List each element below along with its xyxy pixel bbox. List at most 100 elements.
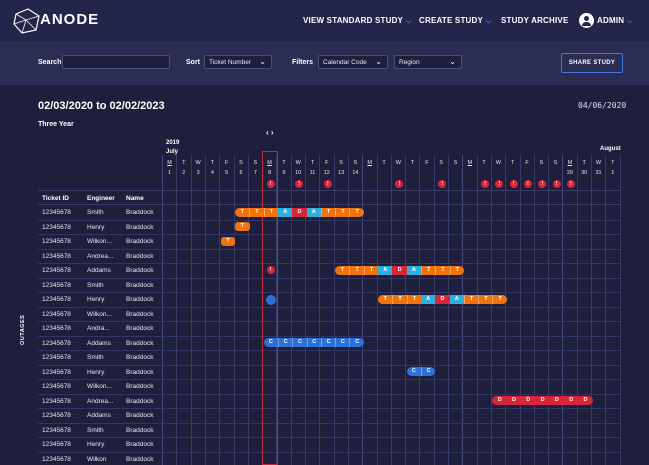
- nav-admin-menu[interactable]: ADMIN ⌵: [597, 16, 633, 26]
- timeline-segment[interactable]: T: [463, 294, 479, 304]
- cell-name: Braddock: [126, 441, 154, 448]
- timeline-segment[interactable]: D: [535, 396, 550, 405]
- timeline-segment[interactable]: C: [320, 338, 336, 347]
- alert-icon[interactable]: !: [323, 180, 332, 188]
- timeline-segment[interactable]: C: [335, 338, 350, 347]
- date-label[interactable]: 10: [295, 170, 302, 176]
- timeline-segment[interactable]: C: [406, 367, 422, 376]
- timeline-segment[interactable]: T: [392, 294, 407, 304]
- alert-icon[interactable]: !: [266, 180, 275, 188]
- timeline-segment[interactable]: T: [220, 236, 236, 246]
- timeline-segment[interactable]: D: [492, 396, 507, 405]
- table-row-divider: [38, 277, 620, 279]
- timeline-nav-arrows[interactable]: ‹ ›: [266, 128, 274, 137]
- timeline-segment[interactable]: T: [420, 265, 436, 275]
- cell-engineer: Addams: [87, 412, 111, 419]
- table-row-divider: [38, 321, 620, 322]
- timeline-segment[interactable]: T: [320, 207, 336, 217]
- date-label[interactable]: 9: [282, 170, 286, 176]
- timeline-segment[interactable]: T: [235, 207, 250, 217]
- grid-column: [176, 155, 178, 465]
- calendar-code-select[interactable]: Calendar Code ⌄: [318, 55, 388, 69]
- sort-value: Ticket Number: [209, 59, 252, 66]
- timeline-segment[interactable]: T: [435, 265, 450, 275]
- timeline-segment[interactable]: D: [521, 396, 536, 405]
- timeline-segment[interactable]: C: [292, 338, 307, 347]
- timeline-segment[interactable]: T: [349, 207, 364, 217]
- timeline-segment[interactable]: C: [306, 338, 322, 347]
- nav-study-archive[interactable]: STUDY ARCHIVE: [501, 16, 569, 25]
- sort-select[interactable]: Ticket Number ⌄: [204, 55, 272, 69]
- alert-icon[interactable]: !: [552, 180, 561, 188]
- grid-column: [476, 155, 478, 465]
- timeline-segment[interactable]: T: [406, 294, 422, 304]
- share-study-button[interactable]: SHARE STUDY: [561, 53, 623, 73]
- date-label[interactable]: 14: [352, 170, 359, 176]
- timeline-segment[interactable]: D: [563, 396, 579, 405]
- timeline-segment[interactable]: T: [235, 222, 250, 231]
- date-label[interactable]: 8: [268, 170, 272, 176]
- timeline-segment[interactable]: D: [292, 207, 307, 217]
- date-label[interactable]: 7: [253, 170, 257, 176]
- alert-icon[interactable]: !: [538, 180, 547, 188]
- alert-icon[interactable]: !: [524, 180, 532, 188]
- timeline-segment[interactable]: A: [406, 265, 422, 275]
- timeline-segment[interactable]: A: [378, 265, 393, 275]
- date-label[interactable]: 12: [323, 170, 330, 176]
- timeline-segment[interactable]: A: [306, 207, 322, 217]
- timeline-segment[interactable]: T: [263, 207, 279, 217]
- timeline-segment[interactable]: D: [549, 396, 565, 405]
- timeline-segment[interactable]: D: [506, 396, 522, 405]
- date-label[interactable]: 5: [225, 170, 229, 176]
- timeline-segment[interactable]: T: [249, 207, 264, 217]
- timeline-segment[interactable]: C: [277, 338, 293, 347]
- timeline-segment[interactable]: C: [349, 338, 364, 347]
- alert-icon[interactable]: !: [438, 180, 447, 188]
- timeline-segment[interactable]: T: [363, 265, 379, 275]
- nav-create-study[interactable]: CREATE STUDY ⌵: [419, 16, 492, 26]
- date-label[interactable]: 4: [210, 170, 214, 176]
- timeline-segment[interactable]: D: [435, 294, 450, 304]
- timeline-segment[interactable]: C: [263, 338, 279, 347]
- alert-icon[interactable]: !: [509, 180, 518, 188]
- timeline-segment[interactable]: T: [378, 294, 393, 304]
- date-label[interactable]: 6: [239, 170, 243, 176]
- alert-icon[interactable]: !: [295, 180, 304, 188]
- date-label[interactable]: 2: [182, 170, 186, 176]
- alert-icon[interactable]: !: [566, 180, 575, 188]
- date-label[interactable]: 13: [338, 170, 345, 176]
- nav-view-standard-study[interactable]: VIEW STANDARD STUDY ⌵: [303, 16, 412, 26]
- timeline-segment[interactable]: T: [449, 265, 465, 275]
- timeline-segment[interactable]: T: [349, 265, 364, 275]
- cell-name: Braddock: [126, 296, 154, 303]
- user-avatar-icon[interactable]: [579, 13, 594, 28]
- timeline-segment[interactable]: A: [420, 294, 436, 304]
- timeline-segment[interactable]: C: [420, 367, 436, 376]
- timeline-segment[interactable]: D: [578, 396, 593, 405]
- date-label[interactable]: 30: [581, 170, 588, 176]
- alert-icon[interactable]: !: [266, 266, 275, 274]
- grid-column: [333, 155, 335, 465]
- timeline-segment[interactable]: T: [478, 294, 493, 304]
- alert-icon[interactable]: !: [481, 180, 490, 188]
- alert-icon[interactable]: !: [495, 180, 504, 188]
- search-input[interactable]: [62, 55, 170, 69]
- status-dot[interactable]: [265, 294, 276, 305]
- timeline-segment[interactable]: A: [449, 294, 465, 304]
- date-label[interactable]: 1: [611, 170, 615, 176]
- alert-icon[interactable]: !: [395, 180, 404, 188]
- timeline-segment[interactable]: T: [335, 207, 350, 217]
- date-label[interactable]: 1: [167, 170, 172, 176]
- study-duration: Three Year: [38, 121, 74, 128]
- timeline-segment[interactable]: A: [277, 207, 293, 217]
- date-label[interactable]: 11: [309, 170, 316, 176]
- timeline-segment[interactable]: T: [335, 265, 350, 275]
- timeline-segment[interactable]: D: [392, 265, 407, 275]
- date-label[interactable]: 31: [595, 170, 602, 176]
- date-label[interactable]: 29: [566, 170, 573, 176]
- date-label[interactable]: 3: [196, 170, 200, 176]
- header-divider: [38, 204, 620, 205]
- region-select[interactable]: Region ⌄: [394, 55, 462, 69]
- timeline-segment[interactable]: T: [492, 294, 507, 304]
- weekday-label: S: [339, 160, 343, 166]
